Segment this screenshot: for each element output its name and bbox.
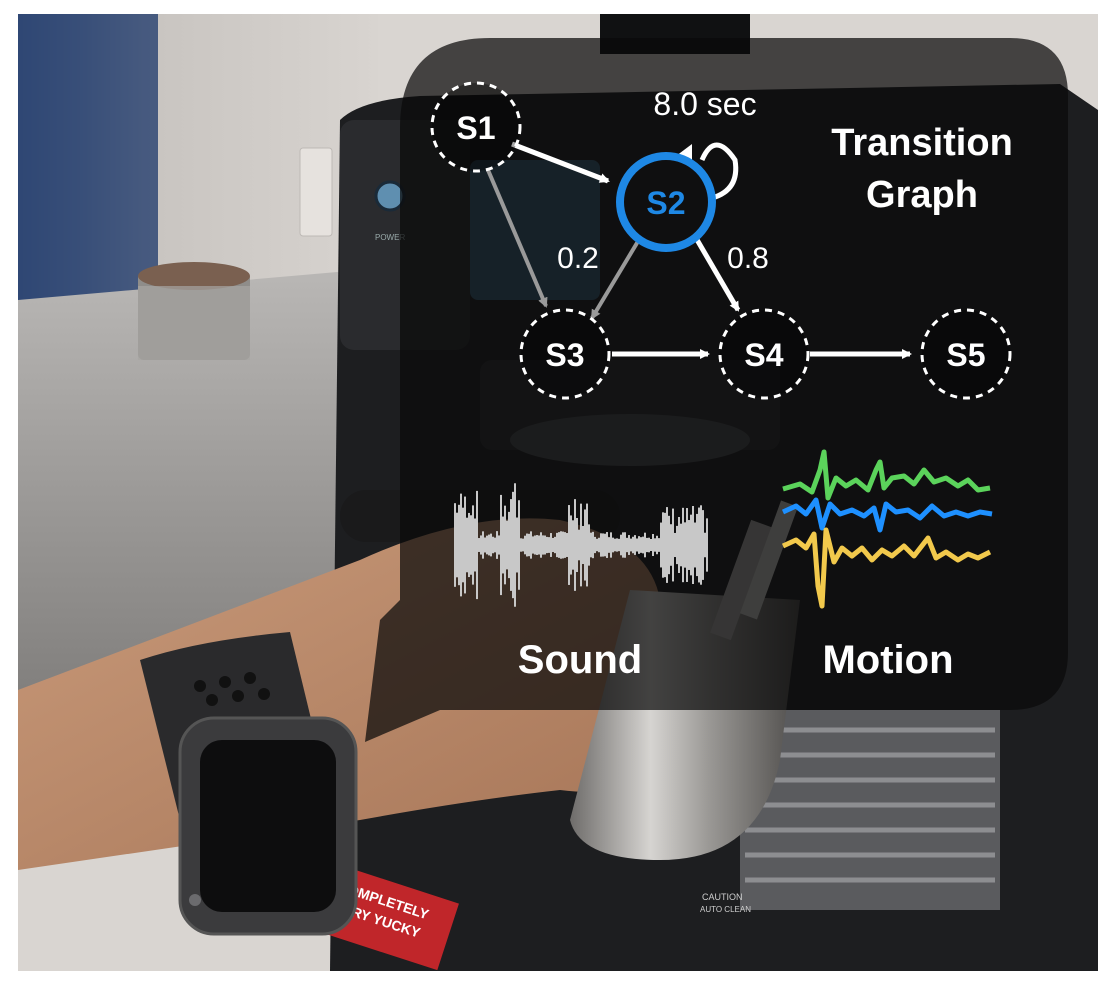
container-on-counter: [138, 262, 250, 360]
motion-label: Motion: [822, 638, 953, 682]
node-s5-label: S5: [946, 337, 985, 373]
overlay-panel: [365, 38, 1068, 742]
edge-s2-s4: [693, 236, 741, 312]
self-loop-s2: [699, 142, 739, 201]
node-s1: S1: [430, 81, 522, 173]
node-s5: S5: [920, 308, 1012, 400]
tray-label-caution: CAUTION: [702, 892, 743, 902]
motion-signal-green: [782, 449, 991, 501]
graph-title-line1: Transition: [831, 122, 1013, 164]
sound-waveform: [454, 483, 708, 607]
node-s2-label: S2: [646, 185, 685, 221]
smart-watch: [140, 632, 358, 936]
drip-tray: [740, 710, 1000, 910]
power-label: POWER: [375, 233, 405, 242]
graph-title-line2: Graph: [866, 174, 978, 216]
dark-wall-corner: [18, 14, 158, 314]
edge-s1-s3: [486, 169, 548, 308]
motion-signals: [781, 449, 993, 609]
sound-label: Sound: [518, 638, 642, 682]
wall-outlet: [299, 147, 333, 237]
motion-signal-blue: [781, 497, 993, 533]
edge-s1-s2: [511, 141, 610, 184]
edge-label-s2-s3: 0.2: [557, 242, 599, 275]
node-s2: S2: [616, 152, 716, 252]
edge-s2-s3: [590, 236, 642, 320]
node-s4: S4: [718, 308, 810, 400]
node-s3-label: S3: [545, 337, 584, 373]
power-button: [374, 180, 406, 212]
edge-label-s2-s4: 0.8: [727, 242, 769, 275]
tray-label-autoclean: AUTO CLEAN: [700, 905, 751, 914]
transition-graph: Transition Graph 8.0 sec 0.2 0.8 S1 S2 S…: [430, 81, 1013, 400]
node-s1-label: S1: [456, 110, 495, 146]
self-loop-label: 8.0 sec: [653, 86, 756, 122]
node-s3: S3: [519, 308, 611, 400]
node-s4-label: S4: [744, 337, 783, 373]
motion-signal-yellow: [781, 527, 992, 609]
